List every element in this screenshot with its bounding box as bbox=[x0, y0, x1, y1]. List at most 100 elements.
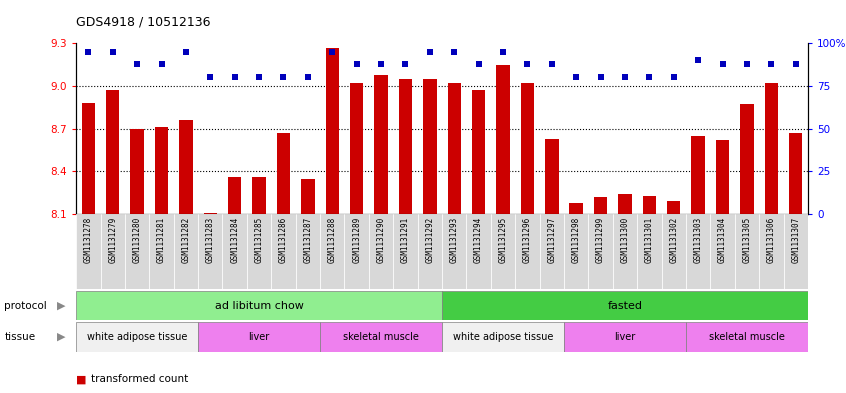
Bar bbox=[759, 214, 783, 289]
Point bbox=[667, 74, 680, 81]
Bar bbox=[76, 291, 442, 320]
Point bbox=[301, 74, 315, 81]
Point bbox=[204, 74, 217, 81]
Bar bbox=[350, 83, 364, 214]
Text: protocol: protocol bbox=[4, 301, 47, 310]
Text: skeletal muscle: skeletal muscle bbox=[709, 332, 785, 342]
Text: fasted: fasted bbox=[607, 301, 642, 310]
Bar bbox=[442, 214, 466, 289]
Bar bbox=[618, 194, 632, 214]
Bar bbox=[569, 203, 583, 214]
Bar bbox=[637, 214, 662, 289]
Point bbox=[497, 49, 510, 55]
Bar bbox=[296, 214, 320, 289]
Text: GSM1131279: GSM1131279 bbox=[108, 217, 118, 263]
Bar bbox=[125, 214, 149, 289]
Point bbox=[277, 74, 290, 81]
Bar bbox=[76, 214, 101, 289]
Text: GSM1131301: GSM1131301 bbox=[645, 217, 654, 263]
Bar bbox=[204, 213, 217, 214]
Text: GSM1131302: GSM1131302 bbox=[669, 217, 678, 263]
Point bbox=[326, 49, 339, 55]
Bar bbox=[149, 214, 173, 289]
Point bbox=[423, 49, 437, 55]
Text: GSM1131286: GSM1131286 bbox=[279, 217, 288, 263]
Bar bbox=[491, 214, 515, 289]
Bar bbox=[520, 83, 534, 214]
Bar bbox=[301, 178, 315, 214]
Bar bbox=[540, 214, 564, 289]
Text: GSM1131300: GSM1131300 bbox=[620, 217, 629, 263]
Point bbox=[106, 49, 119, 55]
Bar bbox=[173, 214, 198, 289]
Text: GSM1131306: GSM1131306 bbox=[766, 217, 776, 263]
Bar bbox=[320, 214, 344, 289]
Point bbox=[691, 57, 705, 63]
Bar bbox=[515, 214, 540, 289]
Bar bbox=[81, 103, 95, 214]
Text: GSM1131285: GSM1131285 bbox=[255, 217, 264, 263]
Bar bbox=[398, 79, 412, 214]
Point bbox=[228, 74, 241, 81]
Text: GSM1131291: GSM1131291 bbox=[401, 217, 410, 263]
Bar bbox=[686, 214, 711, 289]
Bar bbox=[130, 129, 144, 214]
Bar bbox=[179, 120, 193, 214]
Text: white adipose tissue: white adipose tissue bbox=[87, 332, 187, 342]
Point bbox=[472, 61, 486, 67]
Text: GSM1131305: GSM1131305 bbox=[743, 217, 751, 263]
Text: GSM1131303: GSM1131303 bbox=[694, 217, 703, 263]
Text: GSM1131299: GSM1131299 bbox=[596, 217, 605, 263]
Bar bbox=[466, 214, 491, 289]
Bar bbox=[667, 201, 680, 214]
Text: GSM1131295: GSM1131295 bbox=[498, 217, 508, 263]
Bar bbox=[252, 177, 266, 214]
Text: GSM1131296: GSM1131296 bbox=[523, 217, 532, 263]
Bar bbox=[472, 90, 486, 214]
Point bbox=[545, 61, 558, 67]
Bar bbox=[594, 197, 607, 214]
Text: GSM1131293: GSM1131293 bbox=[450, 217, 459, 263]
Bar bbox=[716, 140, 729, 214]
Point bbox=[155, 61, 168, 67]
Text: transformed count: transformed count bbox=[91, 374, 189, 384]
Point bbox=[569, 74, 583, 81]
Text: ■: ■ bbox=[76, 374, 86, 384]
Point bbox=[716, 61, 729, 67]
Text: liver: liver bbox=[249, 332, 270, 342]
Bar bbox=[326, 48, 339, 214]
Bar bbox=[711, 214, 734, 289]
Bar bbox=[272, 214, 296, 289]
Bar bbox=[418, 214, 442, 289]
Point bbox=[765, 61, 778, 67]
Text: skeletal muscle: skeletal muscle bbox=[343, 332, 419, 342]
Text: GSM1131294: GSM1131294 bbox=[474, 217, 483, 263]
Text: ▶: ▶ bbox=[57, 332, 65, 342]
Text: GSM1131289: GSM1131289 bbox=[352, 217, 361, 263]
Point bbox=[520, 61, 534, 67]
Text: GSM1131278: GSM1131278 bbox=[84, 217, 93, 263]
Bar bbox=[662, 214, 686, 289]
Text: GSM1131283: GSM1131283 bbox=[206, 217, 215, 263]
Bar bbox=[564, 322, 686, 352]
Bar bbox=[765, 83, 778, 214]
Bar bbox=[423, 79, 437, 214]
Bar bbox=[783, 214, 808, 289]
Point bbox=[81, 49, 95, 55]
Text: GSM1131282: GSM1131282 bbox=[181, 217, 190, 263]
Bar bbox=[789, 133, 803, 214]
Point bbox=[179, 49, 193, 55]
Bar bbox=[222, 214, 247, 289]
Text: GSM1131280: GSM1131280 bbox=[133, 217, 141, 263]
Bar bbox=[106, 90, 119, 214]
Bar bbox=[686, 322, 808, 352]
Bar bbox=[76, 322, 198, 352]
Point bbox=[350, 61, 364, 67]
Bar bbox=[545, 139, 558, 214]
Point bbox=[618, 74, 632, 81]
Bar bbox=[564, 214, 588, 289]
Text: white adipose tissue: white adipose tissue bbox=[453, 332, 553, 342]
Point bbox=[594, 74, 607, 81]
Text: GSM1131281: GSM1131281 bbox=[157, 217, 166, 263]
Bar bbox=[369, 214, 393, 289]
